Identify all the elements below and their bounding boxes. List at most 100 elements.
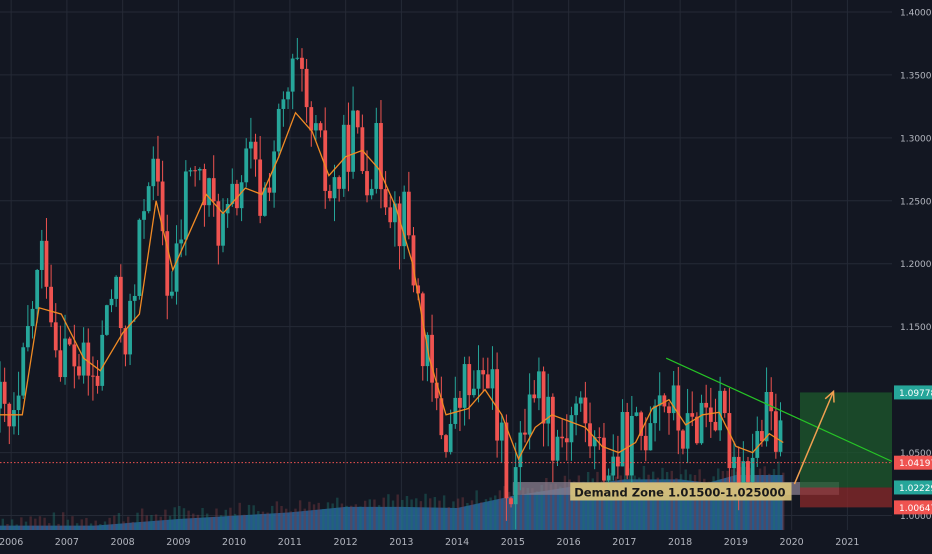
candle-body [713,421,718,431]
candle-body [523,432,527,435]
candle-body [685,413,690,449]
candle-body [690,413,695,417]
candle-body [109,298,114,306]
candle-body [392,203,397,223]
volume-bar [233,513,237,530]
volume-bar [261,511,265,530]
volume-bar [108,517,111,530]
candle-body [267,187,272,193]
candle-body [346,124,351,172]
candle-body [388,207,393,223]
volume-bar [689,474,692,530]
candle-body [86,342,91,376]
candle-body [253,141,258,160]
volume-bar [782,472,785,530]
candle-body [128,300,132,355]
candle-body [295,57,300,59]
candle-body [606,475,611,481]
volume-bar [350,505,353,530]
volume-bar [266,512,269,530]
candle-body [667,406,671,414]
volume-bar [308,501,311,530]
volume-bar [317,502,320,530]
volume-bar [61,512,65,530]
candle-body [588,423,592,447]
candle-body [750,457,755,482]
price-label-box [894,455,932,470]
volume-bar [373,499,376,530]
volume-bar [140,508,144,530]
volume-bar [206,513,209,530]
price-tick-label: 1.00000 [900,512,932,522]
time-tick-label: 2012 [334,537,358,548]
volume-bar [470,500,474,530]
candle-body [337,177,342,189]
volume-bar [303,508,306,530]
volume-bar [15,524,18,530]
candle-body [379,123,383,190]
volume-bar [187,510,190,530]
candle-body [708,407,713,422]
candle-body [555,436,560,461]
volume-bar [85,517,88,530]
volume-bar [182,508,186,530]
volume-bar [512,483,516,530]
candle-body [230,183,235,205]
candle-body [676,385,681,431]
volume-bar [573,481,576,530]
annotation-box [570,482,792,501]
candle-body [671,385,676,414]
volume-bar [336,497,339,530]
volume-bar [438,500,441,530]
time-tick-label: 2013 [389,537,413,548]
candle-body [0,381,2,409]
candle-body [499,422,504,441]
candle-body [736,456,741,486]
candle-body [314,123,318,131]
time-tick-label: 2021 [835,537,859,548]
candle-body [151,158,156,187]
candle-body [323,130,328,191]
candle-body [16,395,21,411]
volume-bar [75,523,79,530]
candle-body [95,375,100,386]
candle-body [430,334,434,383]
candle-body [597,437,602,439]
volume-bar [521,487,525,530]
volume-bar [591,478,595,530]
candle-body [718,390,723,431]
volume-bar [494,495,497,530]
volume-bar [498,490,502,530]
volume-bar [415,498,418,530]
price-tick-label: 1.35000 [900,71,932,81]
candle-body [63,338,67,378]
price-tick-label: 1.15000 [900,323,932,333]
time-tick-label: 2020 [780,537,804,548]
volume-bar [535,491,539,530]
volume-bar [219,515,223,530]
candle-body [662,395,667,407]
time-tick-label: 2017 [612,537,636,548]
candle-body [365,171,369,196]
candle-body [146,186,151,212]
volume-bar [484,499,488,530]
volume-bar [238,502,241,530]
volume-bar [331,503,334,530]
volume-bar [526,487,529,530]
volume-bar [243,514,246,530]
volume-bar [447,507,450,530]
price-label-text: 1.00647 [899,504,932,514]
trend-line [665,357,893,462]
candle-body [564,438,569,443]
candle-body [639,412,644,436]
candle-body [290,58,295,92]
volume-bar [382,497,385,530]
candle-body [91,375,95,377]
candle-body [221,213,225,246]
volume-bar [401,499,404,530]
candle-body [732,456,736,469]
candle-body [165,231,170,296]
price-tick-label: 1.20000 [900,260,932,270]
